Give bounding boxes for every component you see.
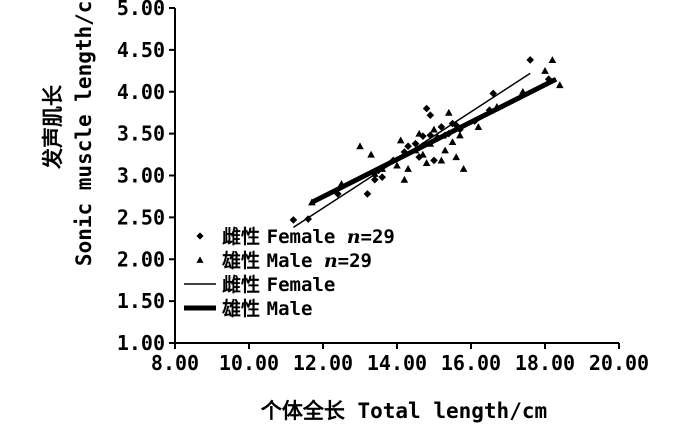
data-point-female — [456, 125, 464, 134]
data-point-female — [544, 75, 553, 83]
data-point-male — [426, 139, 435, 147]
data-point-female — [419, 132, 427, 140]
data-point-male — [541, 67, 549, 74]
data-point-female — [526, 56, 534, 64]
data-point-female — [430, 156, 438, 165]
data-point-female — [289, 216, 298, 224]
data-point-female — [426, 131, 435, 140]
data-point-male — [437, 156, 446, 164]
data-point-female — [452, 121, 460, 130]
data-point-male — [396, 136, 405, 144]
y-tick-label: 2.00 — [117, 247, 165, 271]
data-point-male — [378, 165, 386, 172]
data-point-male — [474, 123, 483, 130]
y-tick-label: 3.50 — [117, 122, 165, 146]
axes-layer: 1.00 1.50 2.00 2.50 3.00 3.50 4.00 4.50 5.00 8.00… — [117, 0, 649, 375]
data-point-female — [378, 173, 386, 181]
data-point-male — [400, 175, 409, 183]
data-point-female — [470, 117, 479, 125]
x-tick-label: 20.00 — [589, 351, 649, 375]
data-point-female — [441, 131, 449, 140]
data-point-male — [419, 150, 427, 158]
data-point-female — [433, 134, 442, 142]
x-tick-label: 8.00 — [151, 351, 199, 375]
data-point-female — [304, 215, 312, 223]
data-point-male — [371, 170, 379, 177]
data-point-female — [363, 190, 372, 198]
y-tick-label: 4.00 — [117, 80, 165, 104]
data-point-female — [437, 123, 446, 131]
x-tick-label: 16.00 — [441, 351, 501, 375]
data-point-female — [411, 139, 420, 148]
data-point-male — [308, 198, 316, 206]
data-point-male — [459, 165, 468, 172]
y-tick-label: 2.50 — [117, 205, 165, 229]
x-tick-label: 18.00 — [515, 351, 575, 375]
data-point-female — [489, 89, 497, 98]
fit-lines-layer — [292, 72, 558, 229]
data-point-male — [556, 81, 564, 89]
y-tick-label: 1.50 — [117, 289, 165, 313]
data-point-male — [456, 131, 464, 139]
y-axis-title-en: Sonic muscle length/cm — [72, 0, 96, 266]
legend-marker-diamond — [196, 232, 204, 240]
y-tick-label: 3.00 — [117, 164, 165, 188]
data-point-male — [430, 125, 438, 133]
data-point-male — [445, 108, 453, 116]
data-point-female — [415, 153, 423, 161]
fit-line-male — [310, 76, 558, 205]
data-point-female — [389, 156, 398, 165]
data-point-female — [426, 111, 435, 119]
x-axis-title: 个体全长 Total length/cm — [261, 399, 547, 423]
data-point-female — [334, 190, 342, 198]
data-point-female — [404, 142, 412, 150]
legend-entry-label: 雌性 Female — [222, 273, 335, 296]
data-points-layer — [289, 56, 564, 224]
legend-entry-label: 雌性 Female n=29 — [222, 225, 395, 248]
y-tick-label: 5.00 — [117, 0, 165, 20]
y-axis-title-cn: 发声肌长 — [41, 84, 65, 170]
data-point-male — [411, 146, 420, 154]
data-point-female — [400, 148, 409, 156]
data-point-male — [415, 129, 423, 137]
data-point-male — [493, 103, 501, 110]
y-tick-label: 1.00 — [117, 331, 165, 355]
y-tick-label: 4.50 — [117, 38, 165, 62]
data-point-female — [445, 129, 453, 138]
data-point-male — [356, 142, 364, 150]
x-tick-label: 14.00 — [367, 351, 427, 375]
data-point-male — [452, 153, 460, 161]
data-point-male — [337, 180, 346, 187]
y-axis-title-group: 发声肌长 Sonic muscle length/cm — [41, 0, 96, 266]
data-point-male — [448, 138, 457, 146]
data-point-male — [367, 150, 375, 158]
data-point-female — [485, 106, 494, 114]
data-point-male — [548, 56, 557, 63]
data-point-female — [422, 104, 431, 113]
legend-marker-triangle — [196, 256, 204, 263]
legend-entry-label: 雄性 Male — [221, 297, 312, 320]
data-point-male — [441, 146, 449, 154]
data-point-male — [519, 87, 527, 95]
data-point-female — [374, 166, 383, 175]
data-point-female — [371, 175, 379, 184]
x-tick-label: 10.00 — [219, 351, 279, 375]
x-tick-label: 12.00 — [293, 351, 353, 375]
data-point-male — [404, 165, 412, 172]
data-point-male — [393, 161, 401, 169]
data-point-male — [422, 159, 431, 166]
legend-entry-label: 雄性 Male n=29 — [221, 249, 372, 272]
